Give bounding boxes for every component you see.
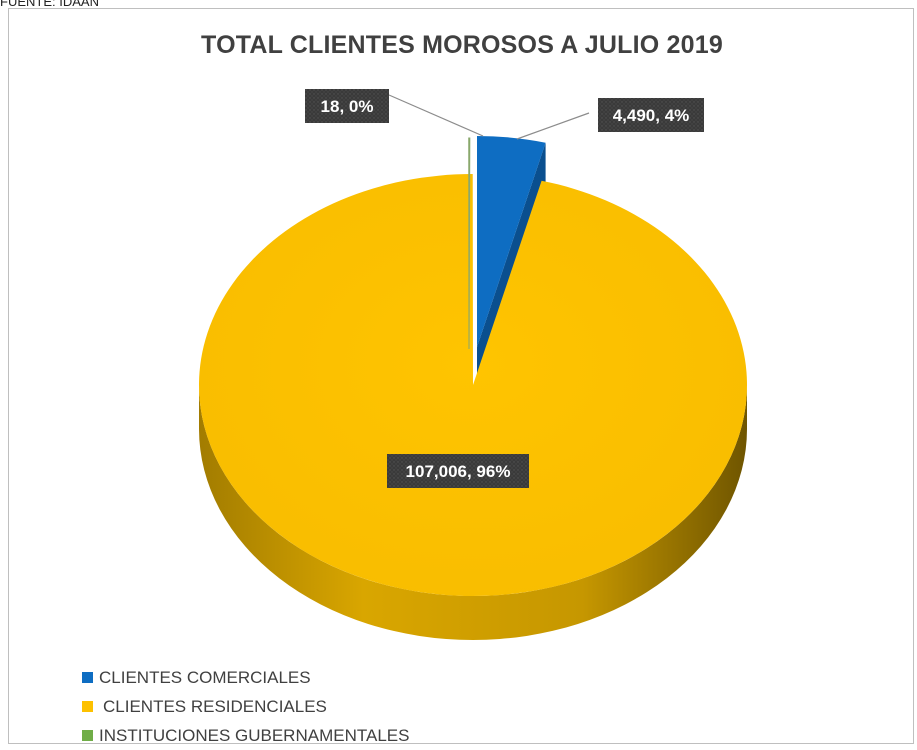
legend-item: CLIENTES RESIDENCIALES	[82, 692, 409, 721]
legend-label: INSTITUCIONES GUBERNAMENTALES	[99, 725, 410, 745]
chart-frame: TOTAL CLIENTES MOROSOS A JULIO 2019	[8, 8, 914, 745]
legend-item: CLIENTES COMERCIALES	[82, 663, 409, 692]
data-label-box-0	[598, 98, 704, 132]
data-label-2: 18, 0%	[321, 97, 374, 116]
pie-slice-clientes-comerciales[interactable]	[477, 136, 546, 347]
pie-slice-instituciones-gubernamentales[interactable]	[468, 137, 471, 350]
data-label-box-1	[387, 454, 529, 488]
legend-swatch	[82, 730, 93, 741]
legend: CLIENTES COMERCIALES CLIENTES RESIDENCIAL…	[82, 663, 409, 750]
source-note: FUENTE: IDAAN	[0, 0, 99, 9]
pie-slice-clientes-residenciales[interactable]	[198, 174, 748, 596]
legend-swatch	[82, 672, 93, 683]
legend-swatch	[82, 701, 93, 712]
data-label-box-2	[305, 89, 389, 123]
leader-line-0	[516, 112, 590, 140]
chart-title: TOTAL CLIENTES MOROSOS A JULIO 2019	[201, 31, 723, 59]
pie-chart: 4,490, 4% 107,006, 96% 18, 0%	[198, 89, 748, 640]
data-label-1: 107,006, 96%	[406, 462, 511, 481]
legend-label: CLIENTES RESIDENCIALES	[103, 696, 327, 716]
data-label-0: 4,490, 4%	[613, 106, 690, 125]
legend-item: INSTITUCIONES GUBERNAMENTALES	[82, 721, 409, 750]
legend-label: CLIENTES COMERCIALES	[99, 667, 311, 687]
leader-line-2	[388, 94, 484, 137]
pie-slice-side-1	[199, 385, 747, 640]
